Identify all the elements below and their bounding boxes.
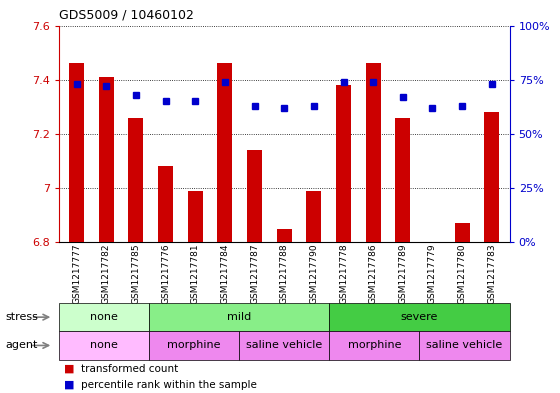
Bar <box>188 191 203 242</box>
Text: ■: ■ <box>64 364 75 374</box>
Bar <box>247 150 262 242</box>
Bar <box>277 229 292 242</box>
Text: ■: ■ <box>64 380 75 389</box>
Text: transformed count: transformed count <box>81 364 179 374</box>
Text: mild: mild <box>227 312 251 322</box>
Text: percentile rank within the sample: percentile rank within the sample <box>81 380 257 389</box>
Bar <box>336 85 351 242</box>
Bar <box>395 118 410 242</box>
Bar <box>366 63 381 242</box>
Text: none: none <box>90 312 118 322</box>
Text: morphine: morphine <box>167 340 221 351</box>
Bar <box>99 77 114 242</box>
Text: GDS5009 / 10460102: GDS5009 / 10460102 <box>59 9 194 22</box>
Text: severe: severe <box>401 312 438 322</box>
Bar <box>306 191 321 242</box>
Text: none: none <box>90 340 118 351</box>
Bar <box>484 112 499 242</box>
Text: stress: stress <box>6 312 39 322</box>
Bar <box>158 166 173 242</box>
Bar <box>128 118 143 242</box>
Text: agent: agent <box>6 340 38 351</box>
Text: saline vehicle: saline vehicle <box>426 340 503 351</box>
Bar <box>455 223 470 242</box>
Bar <box>217 63 232 242</box>
Text: morphine: morphine <box>348 340 401 351</box>
Bar <box>69 63 84 242</box>
Text: saline vehicle: saline vehicle <box>246 340 323 351</box>
